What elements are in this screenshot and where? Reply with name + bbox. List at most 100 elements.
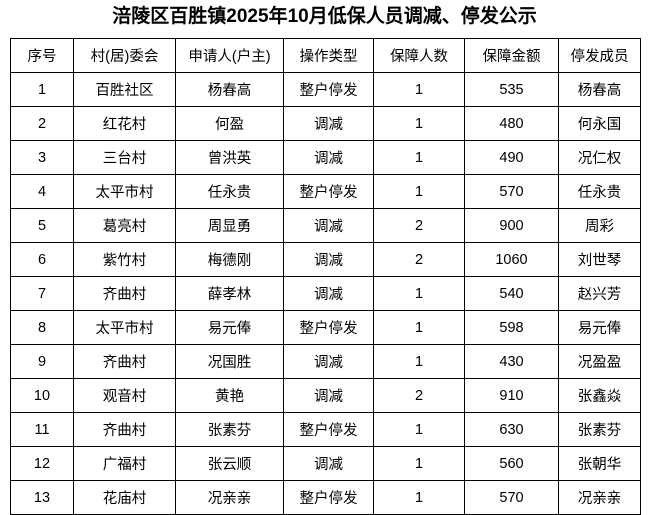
page-title: 涪陵区百胜镇2025年10月低保人员调减、停发公示 — [112, 6, 537, 27]
cell-person: 张云顺 — [175, 446, 284, 481]
cell-optype: 调减 — [283, 140, 374, 175]
cell-person: 任永贵 — [175, 174, 284, 209]
column-header-optype: 操作类型 — [283, 38, 374, 73]
cell-member: 张素芬 — [558, 412, 641, 447]
cell-count: 2 — [373, 242, 465, 277]
cell-optype: 调减 — [283, 208, 374, 243]
cell-person: 曾洪英 — [175, 140, 284, 175]
cell-member: 赵兴芳 — [558, 276, 641, 311]
cell-index: 6 — [10, 242, 74, 277]
cell-count: 1 — [373, 344, 465, 379]
cell-person: 张素芬 — [175, 412, 284, 447]
table-row: 10 观音村 黄艳 调减 2 910 张鑫焱 — [10, 378, 641, 413]
cell-member: 张鑫焱 — [558, 378, 641, 413]
cell-village: 太平市村 — [73, 310, 176, 345]
cell-index: 10 — [10, 378, 74, 413]
cell-amount: 540 — [464, 276, 559, 311]
cell-optype: 整户停发 — [283, 480, 374, 515]
cell-count: 1 — [373, 174, 465, 209]
cell-amount: 900 — [464, 208, 559, 243]
cell-count: 1 — [373, 276, 465, 311]
cell-village: 红花村 — [73, 106, 176, 141]
cell-amount: 570 — [464, 174, 559, 209]
cell-index: 1 — [10, 72, 74, 107]
cell-person: 易元俸 — [175, 310, 284, 345]
cell-optype: 整户停发 — [283, 72, 374, 107]
cell-member: 况亲亲 — [558, 480, 641, 515]
publicity-notice-page: 涪陵区百胜镇2025年10月低保人员调减、停发公示 序号 村(居)委会 申请人(… — [10, 6, 641, 515]
table-row: 8 太平市村 易元俸 整户停发 1 598 易元俸 — [10, 310, 641, 345]
table-row: 11 齐曲村 张素芬 整户停发 1 630 张素芬 — [10, 412, 641, 447]
cell-village: 齐曲村 — [73, 344, 176, 379]
cell-member: 易元俸 — [558, 310, 641, 345]
column-header-count: 保障人数 — [373, 38, 465, 73]
cell-person: 何盈 — [175, 106, 284, 141]
table-row: 9 齐曲村 况国胜 调减 1 430 况盈盈 — [10, 344, 641, 379]
table-row: 1 百胜社区 杨春高 整户停发 1 535 杨春高 — [10, 72, 641, 107]
cell-count: 1 — [373, 106, 465, 141]
cell-amount: 1060 — [464, 242, 559, 277]
cell-member: 张朝华 — [558, 446, 641, 481]
cell-index: 12 — [10, 446, 74, 481]
cell-index: 13 — [10, 480, 74, 515]
cell-member: 况盈盈 — [558, 344, 641, 379]
cell-optype: 整户停发 — [283, 412, 374, 447]
cell-member: 况仁权 — [558, 140, 641, 175]
cell-count: 1 — [373, 412, 465, 447]
table-row: 3 三台村 曾洪英 调减 1 490 况仁权 — [10, 140, 641, 175]
cell-amount: 560 — [464, 446, 559, 481]
cell-index: 7 — [10, 276, 74, 311]
table-row: 7 齐曲村 薛孝林 调减 1 540 赵兴芳 — [10, 276, 641, 311]
cell-count: 1 — [373, 72, 465, 107]
column-header-village: 村(居)委会 — [73, 38, 176, 73]
cell-count: 1 — [373, 140, 465, 175]
cell-village: 紫竹村 — [73, 242, 176, 277]
table-row: 13 花庙村 况亲亲 整户停发 1 570 况亲亲 — [10, 480, 641, 515]
cell-person: 杨春高 — [175, 72, 284, 107]
cell-member: 周彩 — [558, 208, 641, 243]
cell-optype: 调减 — [283, 344, 374, 379]
table-header: 序号 村(居)委会 申请人(户主) 操作类型 保障人数 保障金额 停发成员 — [10, 38, 641, 73]
cell-amount: 570 — [464, 480, 559, 515]
cell-member: 杨春高 — [558, 72, 641, 107]
cell-amount: 910 — [464, 378, 559, 413]
cell-optype: 整户停发 — [283, 174, 374, 209]
cell-index: 11 — [10, 412, 74, 447]
column-header-index: 序号 — [10, 38, 74, 73]
cell-optype: 调减 — [283, 242, 374, 277]
cell-index: 4 — [10, 174, 74, 209]
cell-optype: 调减 — [283, 378, 374, 413]
table-body: 1 百胜社区 杨春高 整户停发 1 535 杨春高 2 红花村 何盈 调减 1 480 何永国 3 三台村 曾洪… — [10, 72, 641, 515]
cell-index: 5 — [10, 208, 74, 243]
cell-amount: 430 — [464, 344, 559, 379]
cell-person: 况亲亲 — [175, 480, 284, 515]
cell-amount: 490 — [464, 140, 559, 175]
cell-count: 2 — [373, 378, 465, 413]
cell-person: 况国胜 — [175, 344, 284, 379]
cell-village: 齐曲村 — [73, 412, 176, 447]
cell-person: 黄艳 — [175, 378, 284, 413]
table-row: 6 紫竹村 梅德刚 调减 2 1060 刘世琴 — [10, 242, 641, 277]
cell-member: 刘世琴 — [558, 242, 641, 277]
cell-index: 9 — [10, 344, 74, 379]
column-header-person: 申请人(户主) — [175, 38, 284, 73]
cell-optype: 调减 — [283, 106, 374, 141]
cell-village: 齐曲村 — [73, 276, 176, 311]
cell-village: 太平市村 — [73, 174, 176, 209]
cell-village: 观音村 — [73, 378, 176, 413]
cell-person: 薛孝林 — [175, 276, 284, 311]
cell-village: 三台村 — [73, 140, 176, 175]
table-header-row: 序号 村(居)委会 申请人(户主) 操作类型 保障人数 保障金额 停发成员 — [10, 38, 641, 73]
column-header-member: 停发成员 — [558, 38, 641, 73]
cell-person: 周显勇 — [175, 208, 284, 243]
table-row: 4 太平市村 任永贵 整户停发 1 570 任永贵 — [10, 174, 641, 209]
table-row: 2 红花村 何盈 调减 1 480 何永国 — [10, 106, 641, 141]
cell-amount: 480 — [464, 106, 559, 141]
cell-person: 梅德刚 — [175, 242, 284, 277]
cell-count: 2 — [373, 208, 465, 243]
table-row: 5 葛亮村 周显勇 调减 2 900 周彩 — [10, 208, 641, 243]
cell-member: 何永国 — [558, 106, 641, 141]
cell-count: 1 — [373, 480, 465, 515]
cell-amount: 630 — [464, 412, 559, 447]
